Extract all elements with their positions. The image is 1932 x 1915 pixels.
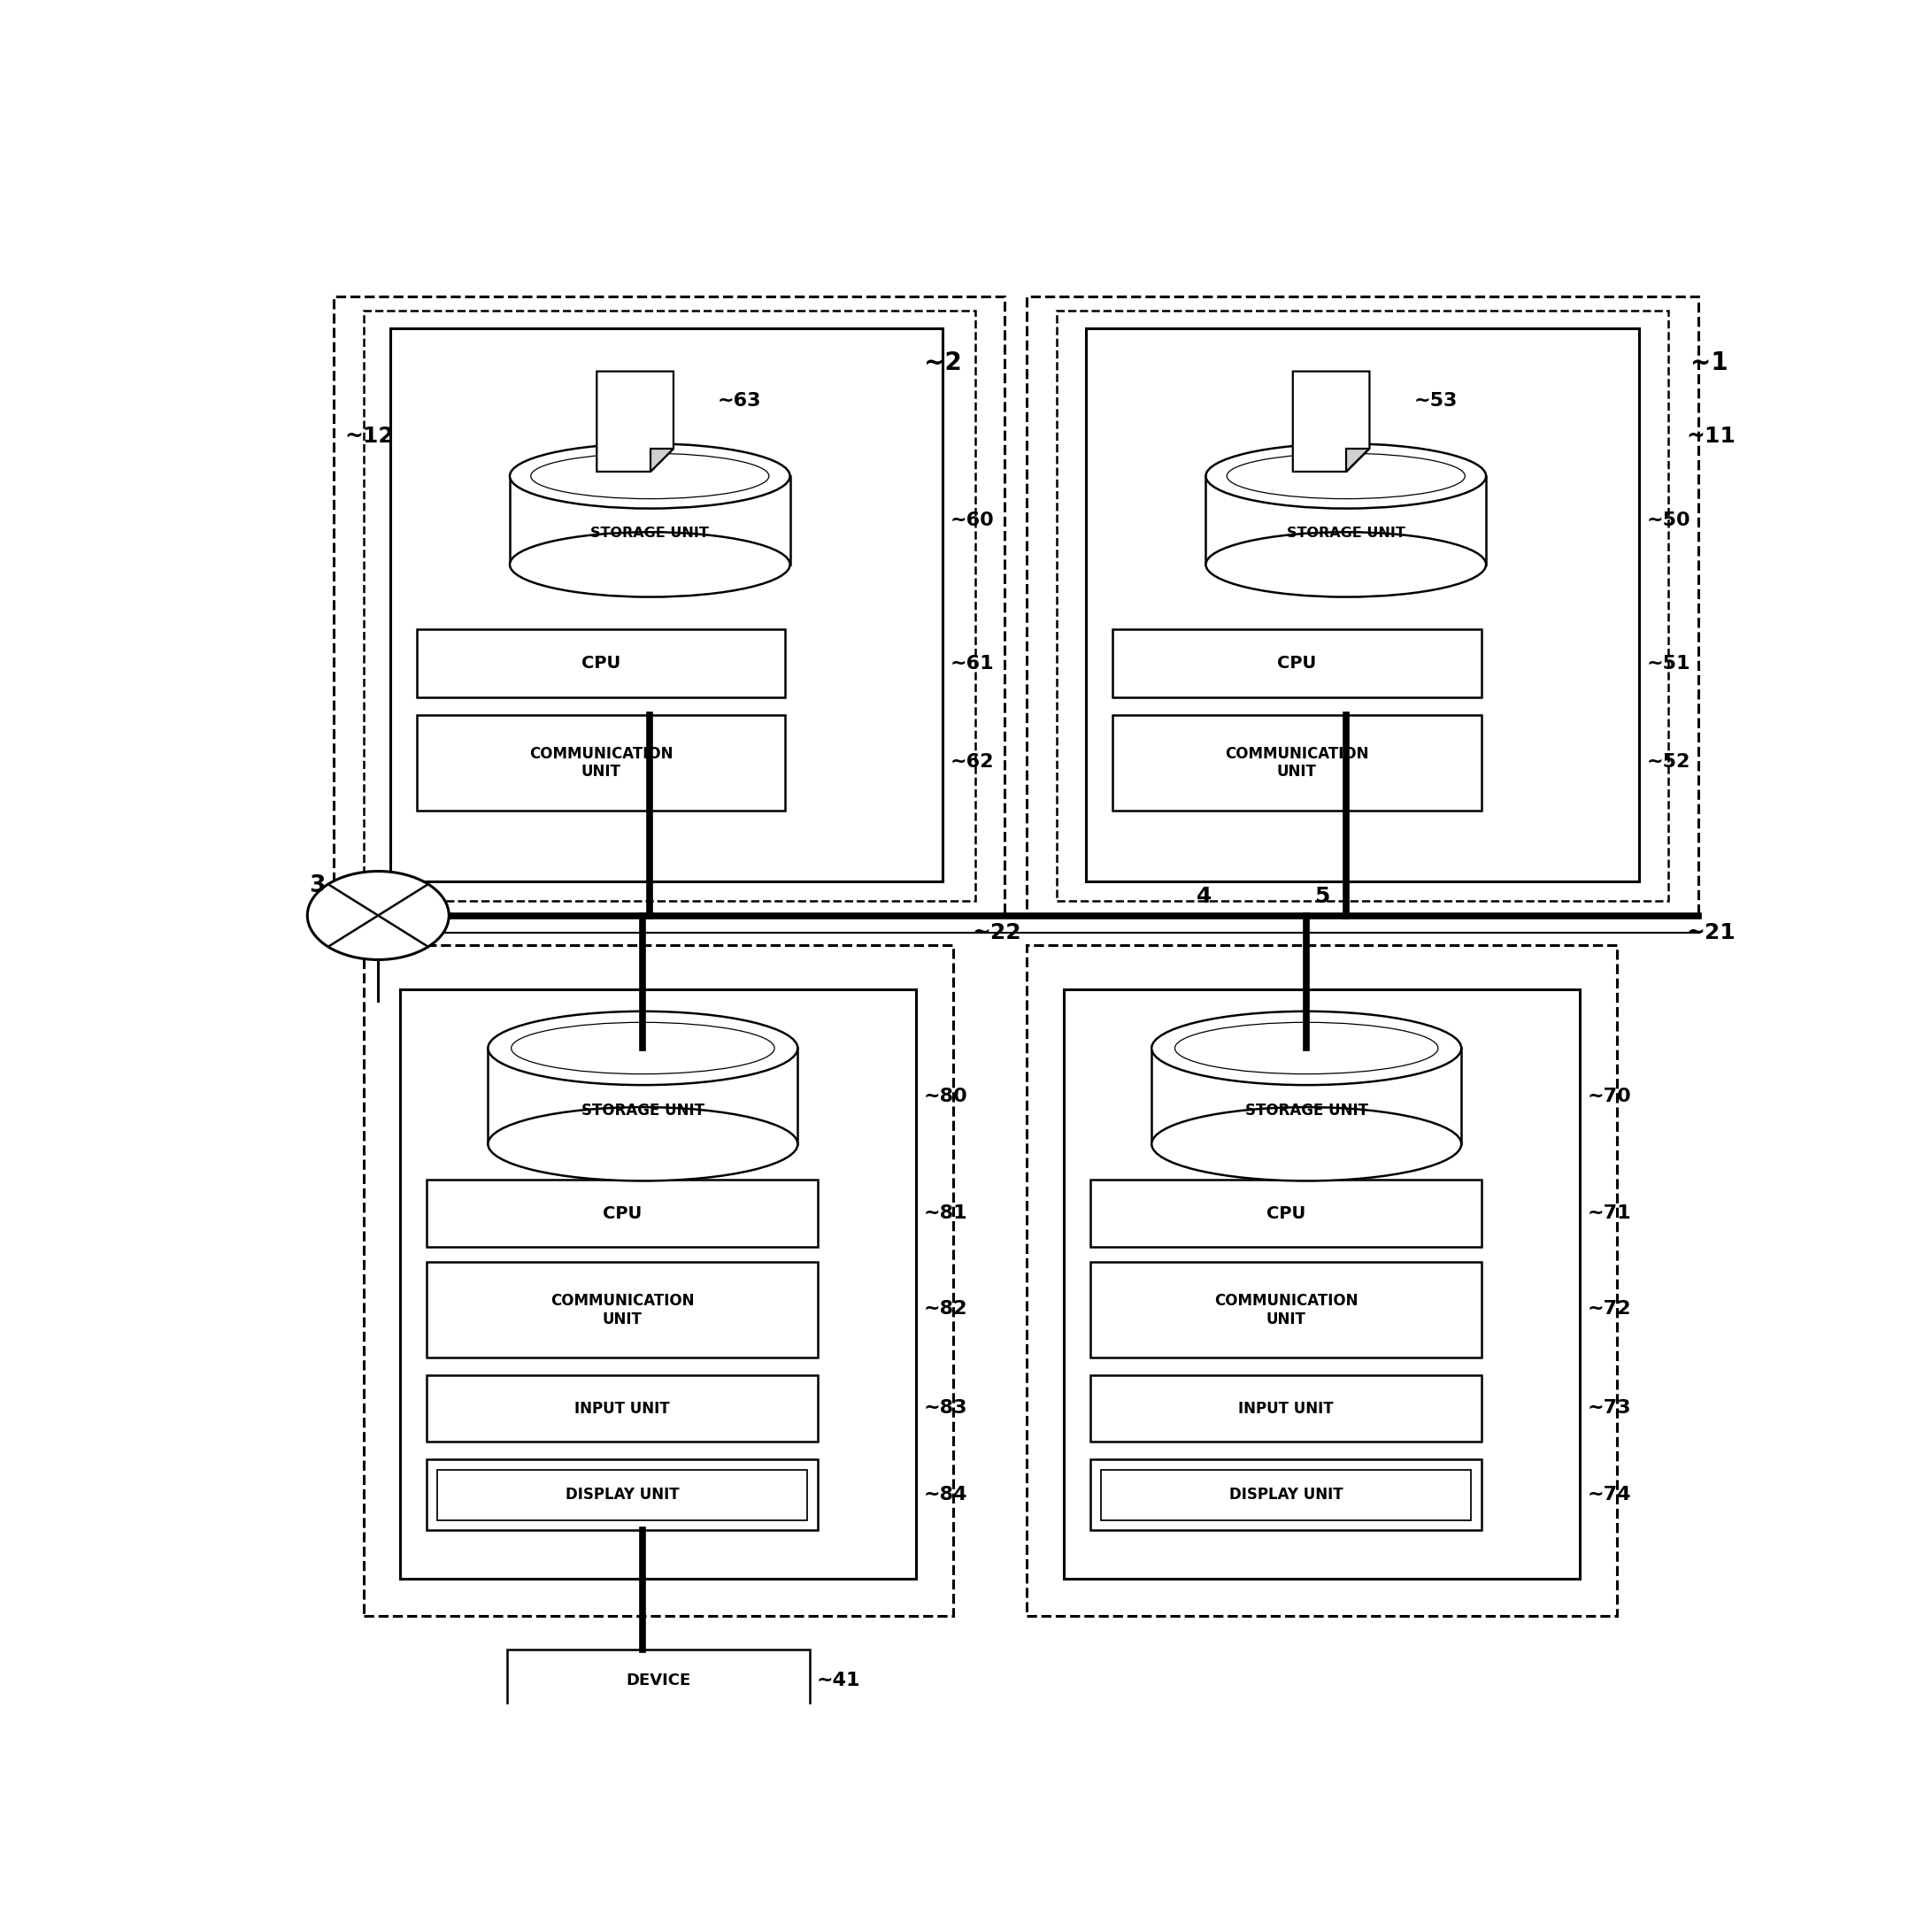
Text: CPU: CPU bbox=[1265, 1205, 1306, 1222]
Polygon shape bbox=[651, 448, 674, 471]
Text: ~63: ~63 bbox=[717, 393, 761, 410]
Text: ~11: ~11 bbox=[1687, 425, 1735, 446]
Bar bbox=[363, 944, 952, 1616]
Text: DEVICE: DEVICE bbox=[626, 1674, 692, 1689]
Bar bbox=[1090, 1459, 1482, 1530]
Ellipse shape bbox=[1206, 532, 1486, 597]
Ellipse shape bbox=[489, 1107, 798, 1182]
Text: STORAGE UNIT: STORAGE UNIT bbox=[1287, 527, 1405, 540]
Ellipse shape bbox=[510, 444, 790, 509]
Polygon shape bbox=[1206, 477, 1486, 565]
Text: 4: 4 bbox=[1196, 885, 1211, 908]
Bar bbox=[1065, 990, 1580, 1580]
Ellipse shape bbox=[1206, 444, 1486, 509]
Bar bbox=[1086, 329, 1638, 881]
Text: STORAGE UNIT: STORAGE UNIT bbox=[1244, 1103, 1368, 1118]
Ellipse shape bbox=[307, 871, 448, 959]
Bar bbox=[427, 1375, 817, 1442]
Text: ~71: ~71 bbox=[1588, 1205, 1631, 1222]
Text: CPU: CPU bbox=[603, 1205, 641, 1222]
Text: CPU: CPU bbox=[1277, 655, 1316, 672]
Polygon shape bbox=[597, 372, 674, 471]
Text: ~82: ~82 bbox=[923, 1300, 968, 1318]
Ellipse shape bbox=[1151, 1107, 1461, 1182]
Ellipse shape bbox=[489, 1011, 798, 1086]
Bar bbox=[400, 990, 916, 1580]
Text: ~84: ~84 bbox=[923, 1486, 968, 1503]
Bar bbox=[1090, 1180, 1482, 1247]
Bar bbox=[334, 297, 1005, 915]
Ellipse shape bbox=[1151, 1011, 1461, 1086]
Text: ~81: ~81 bbox=[923, 1205, 968, 1222]
Text: 3: 3 bbox=[309, 875, 325, 898]
Text: STORAGE UNIT: STORAGE UNIT bbox=[582, 1103, 705, 1118]
Text: ~1: ~1 bbox=[1690, 350, 1729, 375]
Text: COMMUNICATION
UNIT: COMMUNICATION UNIT bbox=[529, 745, 672, 779]
Bar bbox=[1090, 1262, 1482, 1358]
Bar bbox=[1113, 714, 1482, 810]
Text: CPU: CPU bbox=[582, 655, 620, 672]
Text: ~73: ~73 bbox=[1588, 1400, 1631, 1417]
Text: INPUT UNIT: INPUT UNIT bbox=[574, 1400, 670, 1417]
Text: ~70: ~70 bbox=[1588, 1088, 1631, 1105]
Text: DISPLAY UNIT: DISPLAY UNIT bbox=[566, 1488, 680, 1503]
Bar bbox=[1090, 1375, 1482, 1442]
Text: INPUT UNIT: INPUT UNIT bbox=[1238, 1400, 1333, 1417]
Text: ~83: ~83 bbox=[923, 1400, 968, 1417]
Text: ~50: ~50 bbox=[1646, 511, 1690, 529]
Text: ~61: ~61 bbox=[951, 655, 995, 672]
Text: ~21: ~21 bbox=[1687, 923, 1735, 944]
Bar bbox=[1113, 630, 1482, 697]
Bar bbox=[1028, 944, 1617, 1616]
Text: ~72: ~72 bbox=[1588, 1300, 1631, 1318]
Bar bbox=[427, 1459, 817, 1530]
Bar bbox=[417, 630, 784, 697]
Text: ~22: ~22 bbox=[972, 923, 1022, 944]
Polygon shape bbox=[1293, 372, 1370, 471]
Ellipse shape bbox=[510, 532, 790, 597]
Polygon shape bbox=[510, 477, 790, 565]
Text: ~53: ~53 bbox=[1414, 393, 1457, 410]
Text: ~2: ~2 bbox=[923, 350, 962, 375]
Text: ~80: ~80 bbox=[923, 1088, 968, 1105]
Text: ~12: ~12 bbox=[344, 425, 394, 446]
Text: ~41: ~41 bbox=[817, 1672, 860, 1689]
Text: ~74: ~74 bbox=[1588, 1486, 1631, 1503]
Bar bbox=[427, 1262, 817, 1358]
Text: COMMUNICATION
UNIT: COMMUNICATION UNIT bbox=[551, 1293, 694, 1327]
Bar bbox=[417, 714, 784, 810]
Text: ~51: ~51 bbox=[1646, 655, 1690, 672]
Text: ~62: ~62 bbox=[951, 753, 995, 772]
Text: COMMUNICATION
UNIT: COMMUNICATION UNIT bbox=[1225, 745, 1368, 779]
Polygon shape bbox=[489, 1048, 798, 1143]
Bar bbox=[427, 1180, 817, 1247]
Polygon shape bbox=[1347, 448, 1370, 471]
Bar bbox=[363, 310, 976, 900]
Bar bbox=[390, 329, 943, 881]
Text: COMMUNICATION
UNIT: COMMUNICATION UNIT bbox=[1213, 1293, 1358, 1327]
Bar bbox=[1101, 1471, 1470, 1521]
Text: ~52: ~52 bbox=[1646, 753, 1690, 772]
Text: DISPLAY UNIT: DISPLAY UNIT bbox=[1229, 1488, 1343, 1503]
Text: STORAGE UNIT: STORAGE UNIT bbox=[591, 527, 709, 540]
Bar bbox=[437, 1471, 808, 1521]
Bar bbox=[508, 1651, 810, 1712]
Polygon shape bbox=[1151, 1048, 1461, 1143]
Bar bbox=[1028, 297, 1698, 915]
Bar bbox=[1057, 310, 1669, 900]
Text: ~60: ~60 bbox=[951, 511, 995, 529]
Text: 5: 5 bbox=[1314, 885, 1329, 908]
